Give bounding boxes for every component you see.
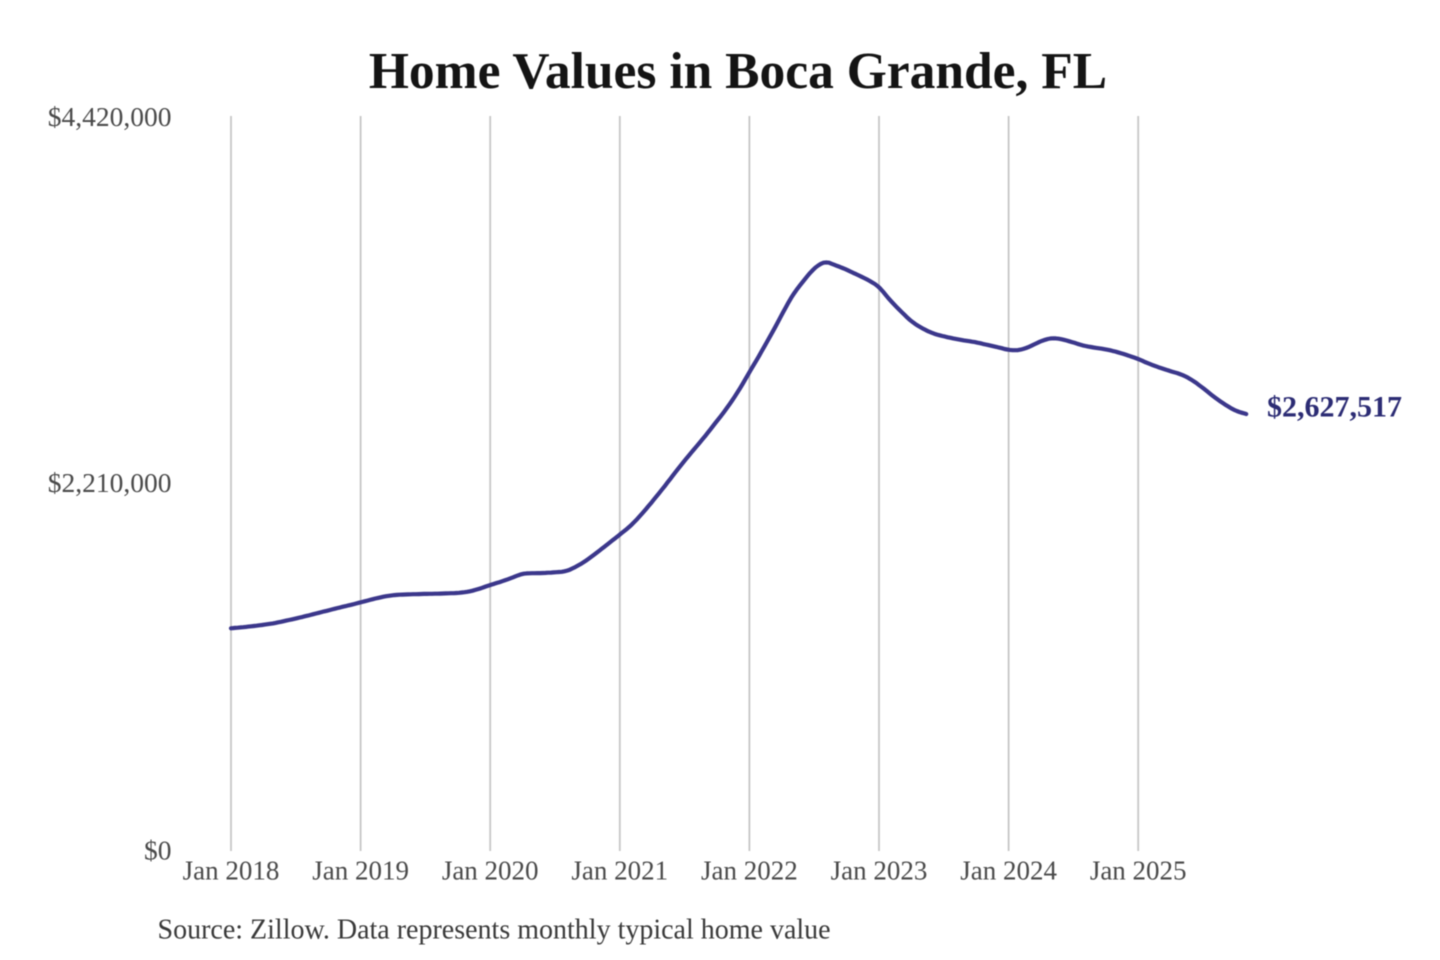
svg-text:$2,210,000: $2,210,000 (48, 467, 172, 498)
svg-text:Jan 2018: Jan 2018 (183, 856, 280, 886)
svg-text:Jan 2025: Jan 2025 (1090, 856, 1187, 886)
svg-text:Jan 2023: Jan 2023 (831, 856, 928, 886)
svg-text:Jan 2020: Jan 2020 (442, 856, 539, 886)
svg-text:Source: Zillow. Data represent: Source: Zillow. Data represents monthly … (158, 914, 831, 945)
svg-text:$2,627,517: $2,627,517 (1267, 391, 1402, 424)
svg-text:Jan 2024: Jan 2024 (960, 856, 1057, 886)
svg-text:$4,420,000: $4,420,000 (48, 101, 172, 132)
svg-text:Home Values in Boca Grande, FL: Home Values in Boca Grande, FL (369, 43, 1107, 100)
svg-text:Jan 2019: Jan 2019 (312, 856, 409, 886)
svg-text:Jan 2021: Jan 2021 (571, 856, 668, 886)
svg-text:$0: $0 (144, 835, 172, 866)
svg-text:Jan 2022: Jan 2022 (701, 856, 798, 886)
